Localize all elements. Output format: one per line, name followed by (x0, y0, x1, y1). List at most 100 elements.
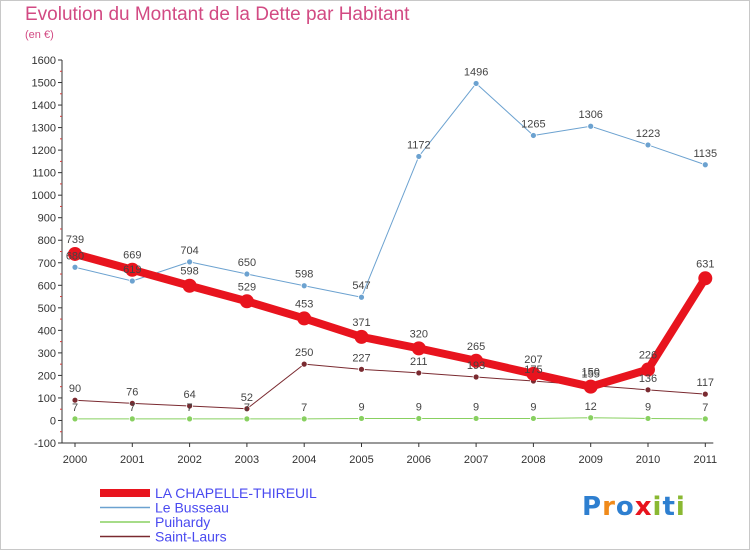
data-label: 704 (180, 245, 198, 257)
data-point (701, 415, 709, 423)
data-point (415, 153, 423, 160)
data-label: 7 (187, 402, 193, 414)
data-point (641, 362, 655, 377)
data-point (128, 277, 136, 285)
data-point (239, 294, 254, 309)
chart-title: Evolution du Montant de la Dette par Hab… (25, 4, 410, 25)
x-tick-label: 2001 (120, 454, 144, 466)
data-label: 320 (410, 328, 428, 340)
logo-letter: P (582, 492, 603, 522)
x-tick-label: 2007 (464, 454, 488, 466)
series-le-busseau (71, 80, 709, 301)
y-tick-label: 100 (38, 393, 56, 405)
y-tick-label: 1100 (32, 168, 56, 180)
data-label: 52 (241, 392, 253, 404)
logo-letter: t (662, 492, 676, 522)
data-label: 680 (66, 250, 84, 262)
data-label: 64 (183, 389, 195, 401)
y-tick-label: 700 (38, 258, 56, 270)
data-point (644, 141, 652, 149)
data-point (300, 282, 308, 290)
data-label: 1265 (521, 118, 545, 130)
data-point (125, 262, 140, 277)
data-label: 739 (66, 234, 84, 246)
y-tick-label: 1300 (32, 123, 56, 135)
chart-subtitle: (en €) (25, 29, 54, 41)
x-tick-label: 2003 (235, 454, 259, 466)
y-tick-label: 1000 (32, 190, 56, 202)
axes: -100 0 100 200 300 400 500 600 700 800 900 1000 1100… (32, 55, 718, 466)
data-point (469, 353, 484, 368)
x-tick-label: 2000 (63, 454, 87, 466)
data-label: 226 (639, 350, 657, 362)
y-tick-label: 1500 (32, 78, 56, 90)
y-tick-label: 400 (38, 325, 56, 337)
data-label: 9 (530, 401, 536, 413)
data-label: 371 (352, 317, 370, 329)
x-tick-label: 2008 (521, 454, 545, 466)
series-line (74, 82, 706, 298)
data-point (530, 415, 537, 422)
data-point (128, 415, 136, 423)
data-point (300, 415, 308, 423)
legend-label: LA CHAPELLE-THIREUIL (155, 485, 317, 501)
series-line (71, 249, 710, 391)
legend-label: Puihardy (155, 514, 210, 530)
y-tick-label: 1200 (32, 145, 56, 157)
series-line (74, 417, 706, 420)
x-tick-label: 2011 (693, 454, 717, 466)
data-point (358, 415, 365, 422)
data-point (243, 270, 251, 278)
data-label: 193 (467, 360, 485, 372)
logo-letter: i (675, 492, 686, 522)
data-label: 598 (295, 269, 313, 281)
data-point (300, 360, 308, 368)
data-label: 9 (473, 401, 479, 413)
series-line (74, 363, 706, 410)
data-point (354, 329, 369, 344)
data-point (472, 415, 480, 422)
data-label: 547 (352, 280, 370, 292)
data-point (411, 341, 426, 356)
data-label: 529 (238, 281, 256, 293)
data-label: 598 (180, 266, 198, 278)
x-tick-label: 2004 (292, 454, 316, 466)
data-point (186, 258, 194, 266)
data-label: 207 (524, 354, 542, 366)
y-tick-label: 900 (38, 213, 56, 225)
series-layer (68, 80, 713, 423)
data-point (243, 405, 251, 413)
data-point (243, 415, 251, 423)
data-label: 117 (697, 377, 715, 389)
data-label: 9 (358, 401, 364, 413)
data-point (526, 366, 541, 381)
data-point (472, 80, 480, 87)
legend-label: Le Busseau (155, 500, 229, 516)
proxiti-logo: Proxiti (582, 492, 686, 522)
y-tick-label: 800 (38, 235, 56, 247)
data-label: 7 (129, 402, 135, 414)
data-label: 7 (244, 402, 250, 414)
data-label: 650 (238, 257, 256, 269)
data-label: 453 (295, 298, 313, 310)
x-tick-label: 2005 (349, 454, 373, 466)
x-tick-label: 2002 (177, 454, 201, 466)
data-point (128, 399, 136, 407)
data-point (587, 414, 595, 422)
y-tick-label: 0 (50, 415, 56, 427)
logo-letter: o (615, 492, 635, 522)
data-point (186, 402, 194, 410)
series-saint-laurs (71, 360, 709, 413)
series-puihardy (71, 414, 709, 423)
data-point (583, 379, 598, 394)
data-point (472, 373, 480, 381)
y-tick-label: 300 (38, 348, 56, 360)
y-tick-label: -100 (34, 438, 56, 450)
data-label: 631 (696, 258, 714, 270)
data-point (644, 415, 652, 422)
data-label: 7 (702, 402, 708, 414)
y-tick-label: 500 (38, 303, 56, 315)
data-label: 211 (410, 356, 428, 368)
